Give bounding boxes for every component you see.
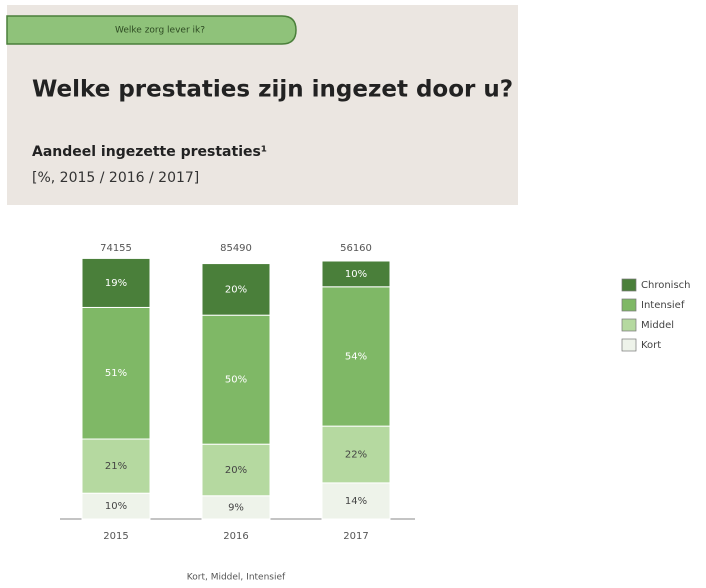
legend-swatch [621,298,637,312]
legend-label: Intensief [641,300,685,311]
value-label: 19% [105,278,127,289]
bar-segment [201,314,271,445]
legend-label: Kort [641,340,661,351]
bar-segment [201,263,271,316]
tag-pill [6,15,297,45]
bar-segment [81,306,151,440]
bar-segment [201,443,271,497]
bar-segment [81,438,151,494]
bar-segment [321,425,391,484]
bar-segment [321,286,391,427]
bar-segment [321,260,391,288]
chart-title: Aandeel ingezette prestaties¹ [32,144,267,160]
x-tick-label: 2017 [343,531,368,542]
value-label: 54% [345,351,367,362]
legend-label: Middel [641,320,674,331]
x-tick-label: 2016 [223,531,248,542]
total-label: 74155 [100,243,132,254]
value-label: 21% [105,461,127,472]
value-label: 51% [105,368,127,379]
tag: Welke zorg lever ik? [115,26,205,36]
value-label: 10% [345,269,367,280]
value-label: 14% [345,496,367,507]
legend-swatch [621,338,637,352]
legend-swatch [621,318,637,332]
value-label: 50% [225,375,247,386]
value-label: 20% [225,465,247,476]
value-label: 10% [105,501,127,512]
value-label: 9% [228,502,244,513]
chart-subtitle: [%, 2015 / 2016 / 2017] [32,170,199,186]
legend-label: Chronisch [641,280,691,291]
total-label: 85490 [220,243,252,254]
x-tick-label: 2015 [103,531,128,542]
legend-swatch [621,278,637,292]
page-title: Welke prestaties zijn ingezet door u? [32,77,513,103]
total-label: 56160 [340,243,372,254]
x-axis-label: Kort, Middel, Intensief [187,573,286,583]
bar-segment [321,482,391,520]
bar-segment [81,492,151,520]
value-label: 20% [225,284,247,295]
bar-segment [81,257,151,308]
value-label: 22% [345,450,367,461]
